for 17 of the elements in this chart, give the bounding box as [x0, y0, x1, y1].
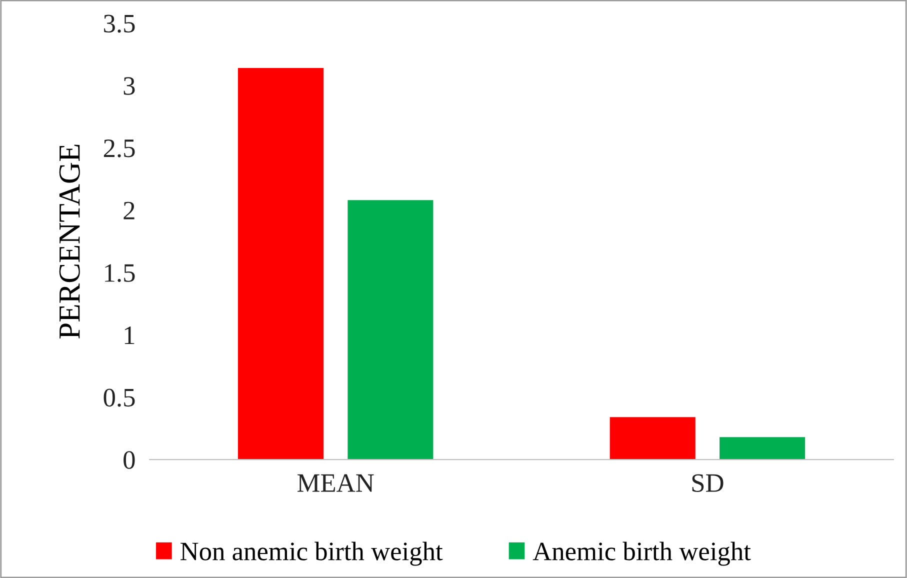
bar [348, 200, 434, 460]
x-tick-label: MEAN [298, 474, 374, 492]
y-tick-label: 1.5 [105, 264, 135, 282]
legend-label: Non anemic birth weight [180, 542, 443, 566]
bar [720, 437, 806, 460]
y-axis-title: PERCENTAGE [59, 144, 80, 339]
y-tick-label: 1 [124, 326, 134, 344]
y-tick-label: 3.5 [104, 14, 135, 33]
y-tick-label: 2.5 [104, 139, 135, 158]
y-tick-label: 0 [124, 451, 135, 469]
y-tick-label: 0.5 [104, 388, 135, 407]
y-tick-label: 2 [124, 202, 134, 220]
legend-label: Anemic birth weight [532, 542, 751, 566]
y-tick-label: 3 [124, 77, 135, 95]
bar [238, 68, 324, 460]
bar [610, 417, 696, 460]
x-tick-label: SD [692, 474, 724, 492]
